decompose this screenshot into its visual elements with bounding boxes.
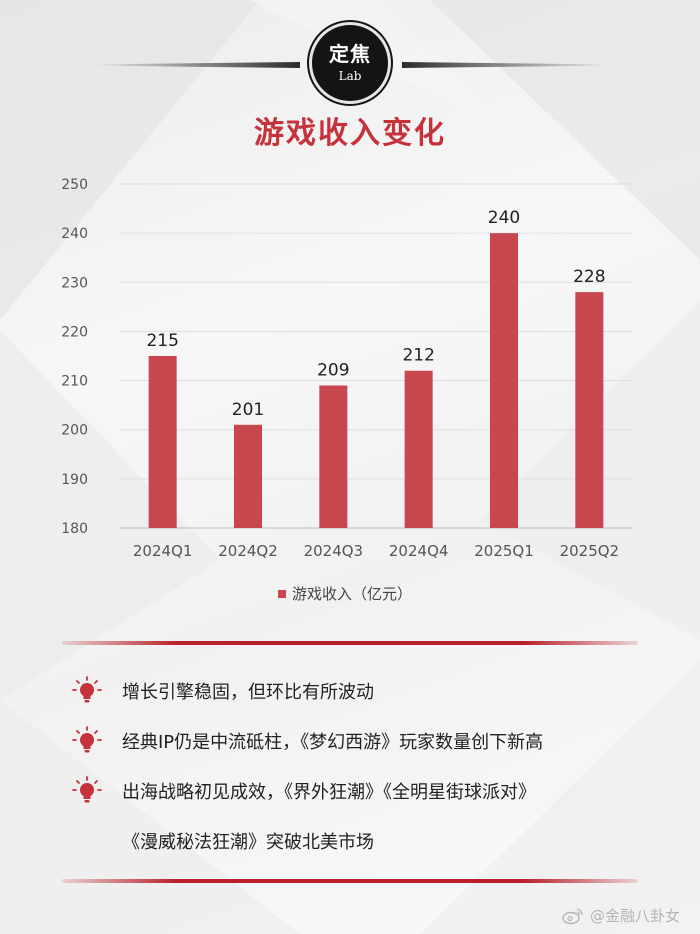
x-tick-label: 2025Q1: [474, 542, 534, 560]
lightbulb-icon: [72, 776, 102, 803]
y-tick-label: 210: [61, 374, 88, 390]
brand-sub: Lab: [338, 69, 362, 83]
y-tick-label: 240: [61, 226, 88, 242]
bar: [490, 233, 518, 528]
data-label: 212: [402, 346, 434, 366]
bar-chart: 180 190 200 210 220 230 240 250 215 2024Q1 201 2024…: [61, 177, 632, 560]
bar: [148, 356, 177, 528]
divider-bottom: [62, 879, 638, 883]
page-title: 游戏收入变化: [254, 116, 446, 151]
divider-top: [62, 641, 638, 645]
bar: [575, 292, 604, 528]
bullet-item: 经典IP仍是中流砥柱，《梦幻西游》玩家数量创下新高: [72, 726, 543, 756]
data-label: 201: [232, 400, 264, 420]
bar: [404, 370, 433, 528]
badge-line-left: [95, 62, 300, 68]
x-tick-label: 2024Q1: [133, 542, 193, 560]
y-tick-label: 190: [61, 472, 88, 488]
bullet-continuation: 《漫威秘法狂潮》突破北美市场: [122, 832, 374, 853]
lightbulb-icon: [72, 676, 102, 703]
bullet-item: 出海战略初见成效，《界外狂潮》《全明星街球派对》: [72, 776, 536, 806]
bullet-item: 增长引擎稳固，但环比有所波动: [72, 676, 374, 706]
legend-label: 游戏收入（亿元）: [292, 585, 413, 603]
x-tick-label: 2024Q3: [304, 542, 364, 560]
lightbulb-icon: [72, 726, 102, 753]
chart-legend: 游戏收入（亿元）: [278, 583, 412, 604]
watermark-text: @金融八卦女: [589, 907, 680, 925]
data-label: 228: [573, 267, 605, 287]
data-label: 215: [146, 331, 178, 351]
y-tick-label: 220: [61, 324, 88, 340]
bullet-text: 出海战略初见成效，《界外狂潮》《全明星街球派对》: [122, 782, 536, 803]
x-tick-label: 2024Q2: [218, 542, 278, 560]
legend-swatch: [278, 589, 286, 598]
bullet-text: 增长引擎稳固，但环比有所波动: [122, 682, 374, 703]
y-tick-label: 200: [61, 423, 88, 439]
bar: [319, 385, 348, 528]
y-tick-label: 250: [61, 177, 88, 193]
x-tick-label: 2025Q2: [560, 542, 620, 560]
bullet-text: 经典IP仍是中流砥柱，《梦幻西游》玩家数量创下新高: [122, 732, 544, 753]
y-tick-label: 230: [61, 275, 88, 291]
x-tick-label: 2024Q4: [389, 542, 449, 560]
data-label: 209: [317, 360, 349, 380]
watermark: @金融八卦女: [562, 905, 680, 926]
badge-line-right: [402, 62, 607, 68]
weibo-icon: [562, 907, 583, 924]
brand-badge: 定焦 Lab: [312, 25, 388, 101]
y-tick-label: 180: [61, 521, 88, 537]
bar: [234, 424, 262, 528]
brand-name: 定焦: [329, 42, 371, 66]
data-label: 240: [488, 208, 520, 228]
